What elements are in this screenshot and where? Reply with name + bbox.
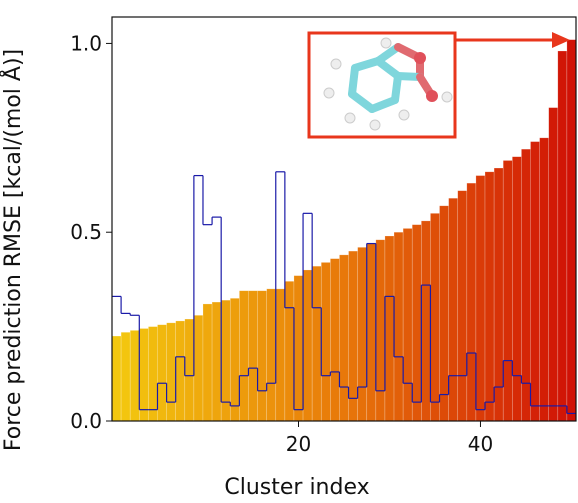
chart: 0.0 0.5 1.0 20 40 Cluster index Force predic… — [0, 0, 578, 503]
bar — [403, 228, 412, 421]
bar — [330, 259, 339, 421]
bar — [167, 323, 176, 421]
bar — [421, 221, 430, 421]
inset — [309, 32, 570, 137]
bar — [121, 332, 130, 421]
bar — [258, 291, 267, 421]
bar — [194, 315, 203, 421]
bar — [494, 168, 503, 421]
bar — [467, 183, 476, 421]
bar — [440, 206, 449, 421]
bar — [230, 298, 239, 421]
bar — [139, 328, 148, 421]
bar — [248, 291, 257, 421]
bar — [367, 244, 376, 421]
y-tick-label: 0.0 — [70, 409, 102, 433]
bar — [130, 330, 139, 421]
y-tick-label: 0.5 — [70, 220, 102, 244]
bar — [294, 276, 303, 421]
bar — [349, 251, 358, 421]
bar — [376, 240, 385, 421]
bar — [239, 291, 248, 421]
bar — [267, 289, 276, 421]
bar — [112, 336, 121, 421]
bar — [512, 157, 521, 421]
y-tick-label: 1.0 — [70, 31, 102, 55]
bar — [558, 51, 567, 421]
x-axis-label: Cluster index — [224, 475, 369, 500]
x-tick-label: 40 — [468, 432, 493, 456]
bar — [385, 236, 394, 421]
bar — [503, 160, 512, 421]
bar — [212, 302, 221, 421]
bar — [521, 149, 530, 421]
bar — [449, 198, 458, 421]
y-axis-label: Force prediction RMSE [kcal/(mol Å)] — [0, 49, 26, 451]
bar — [358, 247, 367, 421]
bar — [176, 321, 185, 421]
bar — [430, 213, 439, 421]
bar — [476, 176, 485, 421]
bar — [549, 108, 558, 421]
bar — [221, 300, 230, 421]
bar — [157, 325, 166, 421]
bar — [203, 304, 212, 421]
bar — [458, 191, 467, 421]
bar — [321, 262, 330, 421]
bar — [567, 40, 576, 421]
bar — [531, 142, 540, 421]
bar — [285, 281, 294, 421]
bar — [412, 225, 421, 421]
bar — [303, 270, 312, 421]
bar — [185, 319, 194, 421]
bar — [394, 232, 403, 421]
bar — [339, 255, 348, 421]
bar — [540, 138, 549, 421]
bar — [148, 327, 157, 421]
bar — [276, 289, 285, 421]
bar — [312, 266, 321, 421]
x-tick-label: 20 — [286, 432, 311, 456]
bar — [485, 172, 494, 421]
